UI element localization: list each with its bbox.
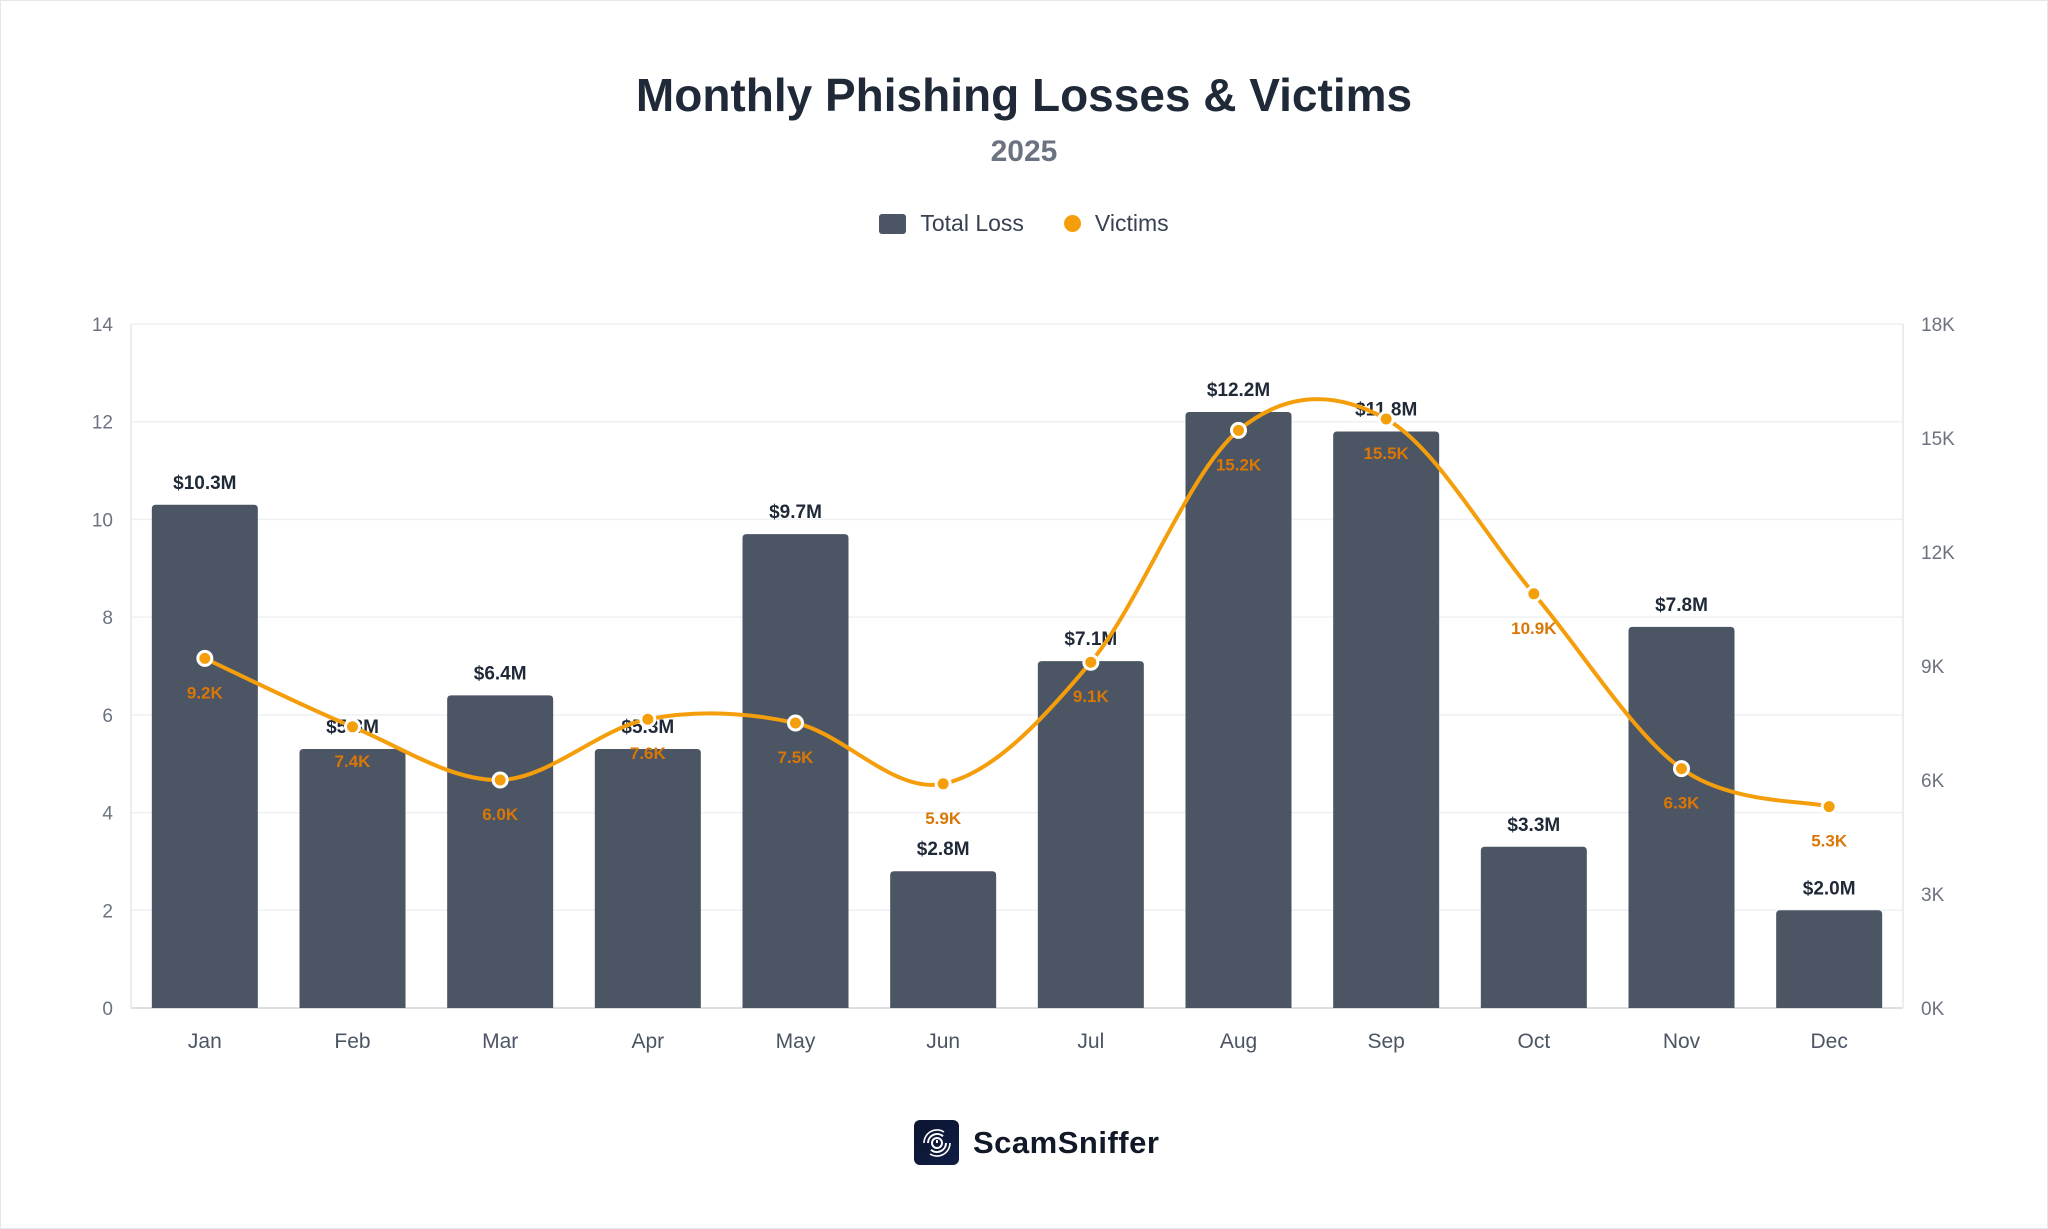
victims-value-label: 7.5K (778, 748, 815, 767)
victims-point (1525, 585, 1543, 603)
y-right-tick-label: 0K (1921, 999, 1945, 1020)
victims-point (639, 710, 657, 728)
bar-nov (1628, 626, 1735, 1008)
y-left-tick-label: 14 (92, 315, 114, 336)
bar-value-label: $9.7M (769, 502, 822, 523)
x-tick-label: Jan (188, 1030, 222, 1053)
legend-item-victims[interactable]: Victims (1063, 210, 1169, 237)
bar-value-label: $12.2M (1207, 380, 1270, 401)
x-tick-label: Feb (334, 1030, 370, 1053)
y-right-tick-label: 12K (1921, 543, 1955, 564)
bar-may (742, 534, 849, 1008)
bar-aug (1185, 411, 1292, 1008)
victims-point (1082, 653, 1100, 671)
x-tick-label: Aug (1220, 1030, 1257, 1053)
x-tick-label: May (776, 1030, 816, 1053)
victims-point (491, 771, 509, 789)
bar-value-label: $11.8M (1355, 399, 1417, 420)
bar-sep (1333, 431, 1440, 1008)
y-right-tick-label: 3K (1921, 885, 1945, 906)
y-left-tick-label: 2 (102, 901, 113, 922)
chart-title: Monthly Phishing Losses & Victims (635, 69, 1413, 121)
victims-value-label: 9.2K (187, 683, 224, 702)
y-left-tick-label: 4 (102, 804, 113, 825)
bar-value-label: $2.8M (917, 839, 970, 860)
bar-value-label: $3.3M (1507, 815, 1560, 836)
x-tick-label: Apr (631, 1030, 664, 1053)
legend-label-loss: Total Loss (920, 210, 1024, 236)
bar-dec (1776, 910, 1883, 1008)
x-tick-label: Mar (482, 1030, 518, 1053)
legend-item-loss[interactable]: Total Loss (879, 210, 1024, 237)
bar-apr (594, 749, 701, 1008)
y-left-tick-label: 0 (102, 999, 113, 1020)
x-tick-label: Jul (1077, 1030, 1104, 1053)
y-left-tick-label: 10 (92, 510, 113, 531)
victims-value-label: 7.6K (630, 744, 667, 763)
x-tick-label: Sep (1367, 1030, 1404, 1053)
legend: Total Loss Victims (0, 210, 2048, 237)
chart-subtitle: 2025 (990, 135, 1058, 168)
y-right-tick-label: 18K (1921, 315, 1955, 336)
victims-value-label: 15.5K (1363, 444, 1409, 463)
x-tick-label: Oct (1517, 1030, 1550, 1053)
brand-logo: ScamSniffer (914, 1120, 1159, 1165)
bar-oct (1480, 846, 1587, 1008)
bar-feb (299, 749, 406, 1008)
y-left-tick-label: 8 (102, 608, 113, 629)
victims-value-label: 15.2K (1216, 455, 1262, 474)
victims-value-label: 7.4K (335, 752, 372, 771)
victims-value-label: 5.3K (1811, 832, 1848, 851)
victims-value-label: 10.9K (1511, 619, 1557, 638)
bar-jan (151, 504, 258, 1008)
victims-value-label: 5.9K (925, 809, 962, 828)
victims-value-label: 9.1K (1073, 687, 1110, 706)
y-right-tick-label: 15K (1921, 429, 1955, 450)
bar-value-label: $7.8M (1655, 595, 1708, 616)
bar-jun (890, 871, 997, 1008)
bar-value-label: $10.3M (173, 473, 236, 494)
scamsniffer-logo-icon (914, 1120, 959, 1165)
x-tick-label: Nov (1663, 1030, 1701, 1053)
bar-jul (1037, 661, 1144, 1008)
brand-name: ScamSniffer (973, 1124, 1160, 1160)
victims-point (934, 775, 952, 793)
legend-swatch-dot (1063, 215, 1081, 232)
victims-point (1230, 421, 1247, 439)
x-tick-label: Dec (1810, 1030, 1847, 1053)
bar-value-label: $2.0M (1803, 878, 1856, 899)
legend-label-victims: Victims (1094, 210, 1169, 236)
x-tick-label: Jun (926, 1030, 960, 1053)
y-left-tick-label: 6 (102, 706, 113, 727)
victims-point (196, 649, 214, 667)
victims-point (344, 718, 361, 736)
victims-value-label: 6.3K (1664, 794, 1701, 813)
victims-value-label: 6.0K (482, 805, 519, 824)
victims-point (1820, 798, 1838, 816)
victims-point (1673, 760, 1690, 778)
bar-value-label: $6.4M (474, 663, 527, 684)
y-left-tick-label: 12 (92, 413, 113, 434)
bar-mar (447, 695, 554, 1008)
victims-point (787, 714, 804, 732)
y-right-tick-label: 9K (1921, 657, 1945, 678)
legend-swatch-bar (879, 213, 907, 234)
y-right-tick-label: 6K (1921, 771, 1945, 792)
victims-point (1377, 410, 1395, 428)
